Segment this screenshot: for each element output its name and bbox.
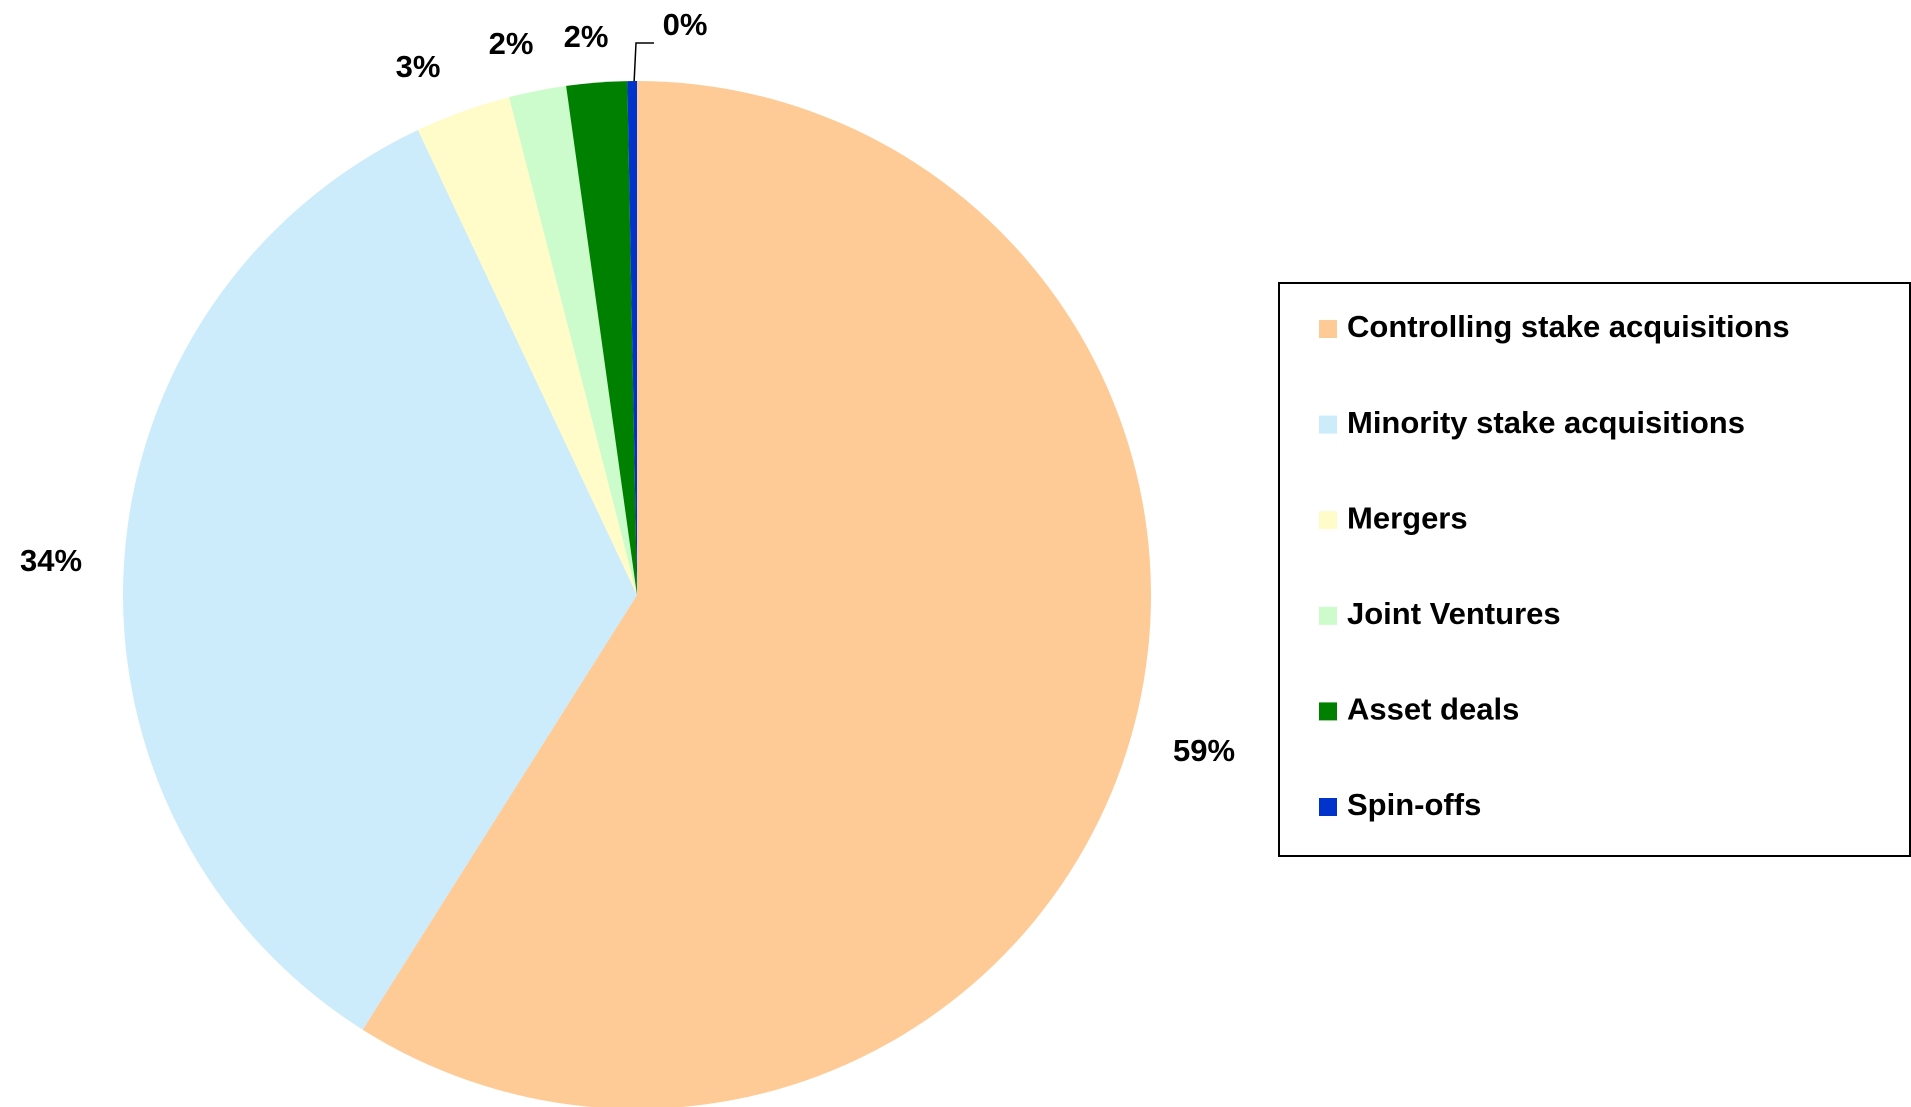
leader-line xyxy=(633,42,654,85)
legend-label: Minority stake acquisitions xyxy=(1347,405,1745,440)
legend-swatch xyxy=(1319,415,1337,434)
legend-swatch xyxy=(1319,320,1337,338)
pie-slice xyxy=(566,81,637,595)
data-label: 0% xyxy=(663,7,708,42)
legend-label: Asset deals xyxy=(1347,692,1519,727)
legend-swatch xyxy=(1319,702,1337,721)
legend-box xyxy=(1278,282,1911,857)
pie-slice xyxy=(627,81,637,595)
legend-swatch xyxy=(1319,511,1337,530)
pie-slice xyxy=(417,97,637,596)
pie-slice xyxy=(122,130,637,1030)
legend-label: Joint Ventures xyxy=(1347,596,1561,631)
legend-label: Controlling stake acquisitions xyxy=(1347,309,1790,344)
data-label: 3% xyxy=(396,49,441,84)
data-label: 2% xyxy=(564,19,609,54)
pie-slice xyxy=(362,81,1151,1107)
legend-label: Mergers xyxy=(1347,500,1468,535)
pie-slice xyxy=(509,85,637,595)
data-label: 34% xyxy=(20,543,82,578)
legend-label: Spin-offs xyxy=(1347,787,1481,822)
data-label: 59% xyxy=(1173,733,1235,768)
data-label: 2% xyxy=(489,26,534,61)
legend-swatch xyxy=(1319,606,1337,625)
legend-swatch xyxy=(1319,798,1337,816)
